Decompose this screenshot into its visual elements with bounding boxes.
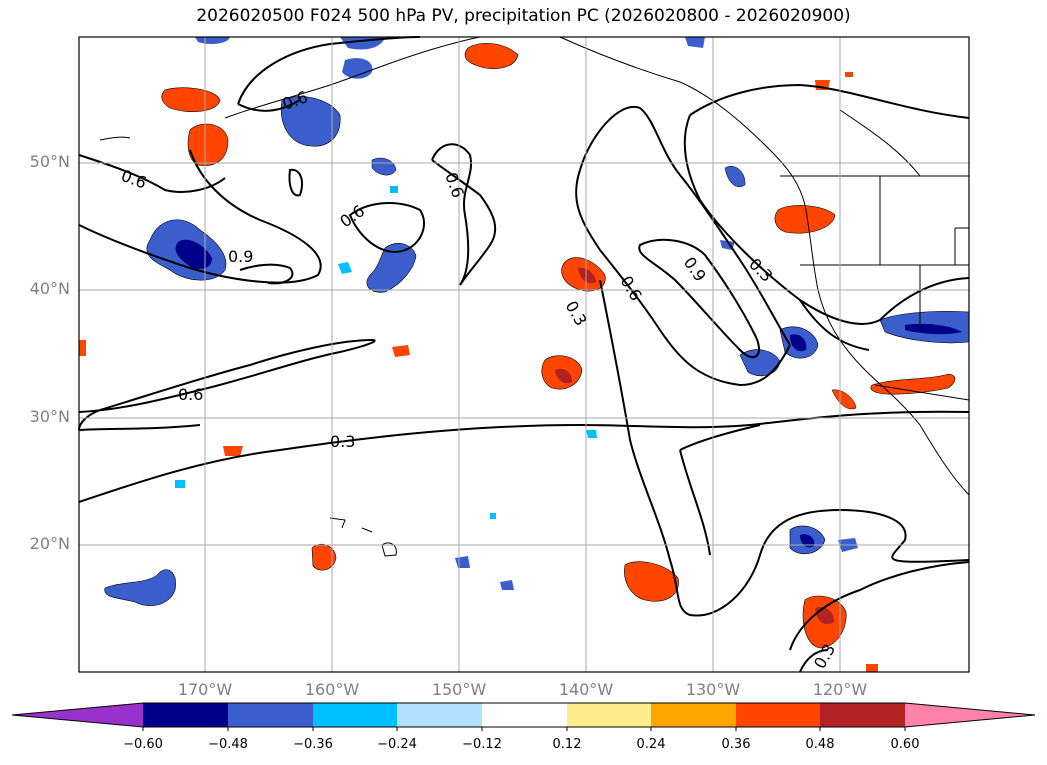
colorbar-tick-label: 0.12 xyxy=(552,737,582,752)
colorbar-tick-label: −0.48 xyxy=(208,737,248,752)
colorbar-tick-label: −0.36 xyxy=(293,737,333,752)
latitude-label: 20°N xyxy=(29,534,70,553)
pv-contours xyxy=(78,36,970,673)
contour-label: 0.9 xyxy=(228,247,253,266)
longitude-label: 170°W xyxy=(177,680,233,699)
colorbar-tick-label: 0.24 xyxy=(636,737,666,752)
longitude-label: 120°W xyxy=(812,680,868,699)
colorbar-tick-label: 0.60 xyxy=(890,737,920,752)
longitude-label: 150°W xyxy=(431,680,487,699)
latitude-label: 50°N xyxy=(29,152,70,171)
longitude-label: 130°W xyxy=(685,680,741,699)
latitude-label: 40°N xyxy=(29,279,70,298)
gridlines xyxy=(79,37,969,672)
longitude-label: 140°W xyxy=(558,680,614,699)
colorbar-tick-label: −0.12 xyxy=(462,737,502,752)
map-frame xyxy=(78,36,970,673)
latitude-label: 30°N xyxy=(29,407,70,426)
longitude-label: 160°W xyxy=(304,680,360,699)
map-area: 0.6 0.6 0.9 0.6 0.6 0.6 0.3 0.6 0.9 0.3 … xyxy=(78,36,970,673)
colorbar-tick-label: −0.24 xyxy=(377,737,417,752)
contour-label: 0.6 xyxy=(178,385,203,404)
colorbar-tick-label: 0.36 xyxy=(721,737,751,752)
negative-precip-areas xyxy=(104,37,970,606)
map-title: 2026020500 F024 500 hPa PV, precipitatio… xyxy=(196,6,851,26)
contour-label: 0.3 xyxy=(330,432,355,451)
colorbar-tick-label: −0.60 xyxy=(123,737,163,752)
positive-precip-areas xyxy=(79,42,956,672)
colorbar xyxy=(11,702,1036,731)
colorbar-tick-label: 0.48 xyxy=(805,737,835,752)
